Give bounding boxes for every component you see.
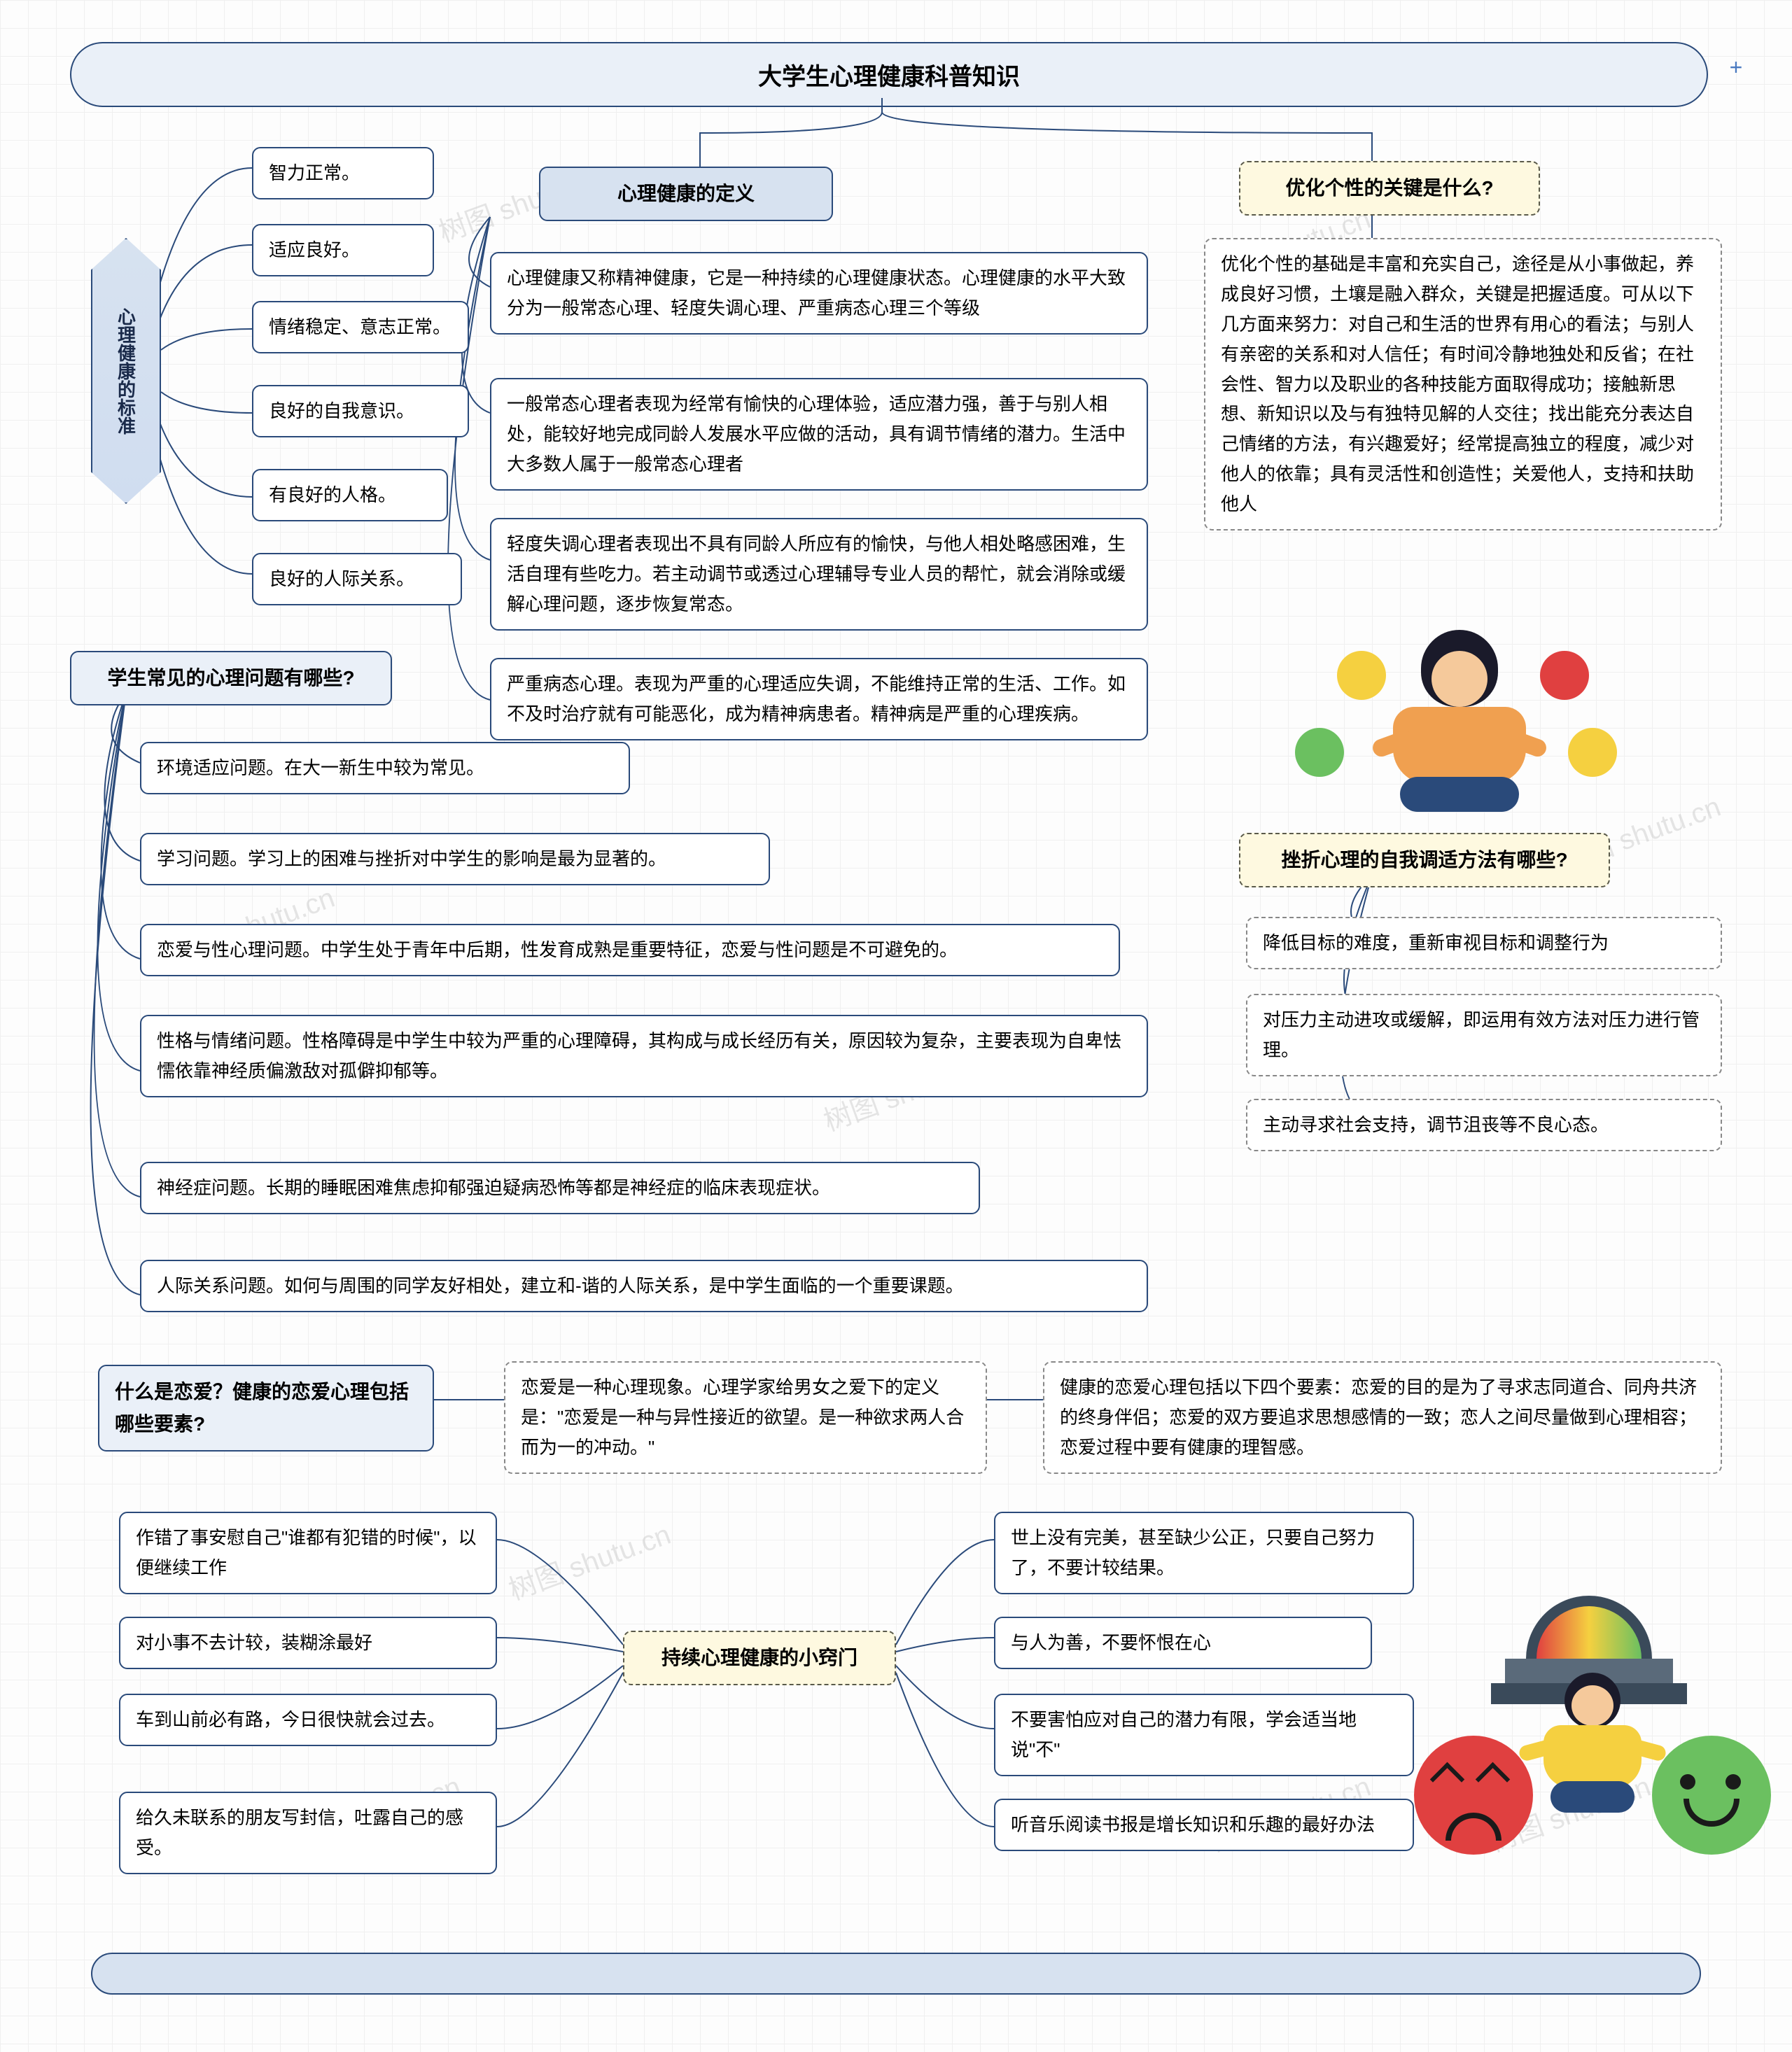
definition-para: 一般常态心理者表现为经常有愉快的心理体验，适应潜力强，善于与别人相处，能较好地完…	[490, 378, 1148, 491]
tip-left-item: 对小事不去计较，装糊涂最好	[119, 1617, 497, 1669]
definition-title-label: 心理健康的定义	[617, 183, 755, 204]
setback-title-label: 挫折心理的自我调适方法有哪些?	[1281, 849, 1567, 871]
setback-text: 主动寻求社会支持，调节沮丧等不良心态。	[1263, 1114, 1609, 1135]
standard-label: 情绪稳定、意志正常。	[269, 316, 451, 337]
optimize-body: 优化个性的基础是丰富和充实自己，途径是从小事做起，养成良好习惯，土壤是融入群众，…	[1204, 238, 1722, 530]
bench-illustration	[1414, 1568, 1764, 1876]
tip-text: 给久未联系的朋友写封信，吐露自己的感受。	[136, 1807, 463, 1858]
tip-right-item: 不要害怕应对自己的潜力有限，学会适当地说"不"	[994, 1694, 1414, 1776]
tip-text: 与人为善，不要怀恨在心	[1011, 1632, 1211, 1653]
tip-right-item: 世上没有完美，甚至缺少公正，只要自己努力了，不要计较结果。	[994, 1512, 1414, 1594]
problem-text: 性格与情绪问题。性格障碍是中学生中较为严重的心理障碍，其构成与成长经历有关，原因…	[157, 1030, 1121, 1081]
meditation-illustration	[1288, 609, 1624, 819]
tip-text: 不要害怕应对自己的潜力有限，学会适当地说"不"	[1011, 1709, 1357, 1760]
standard-item: 良好的自我意识。	[252, 385, 469, 437]
tip-text: 听音乐阅读书报是增长知识和乐趣的最好办法	[1011, 1814, 1375, 1835]
main-title: 大学生心理健康科普知识	[758, 64, 1020, 90]
definition-text: 一般常态心理者表现为经常有愉快的心理体验，适应潜力强，善于与别人相处，能较好地完…	[507, 393, 1126, 475]
setback-text: 降低目标的难度，重新审视目标和调整行为	[1263, 932, 1609, 953]
tip-right-item: 与人为善，不要怀恨在心	[994, 1617, 1372, 1669]
tip-left-item: 作错了事安慰自己"谁都有犯错的时候"，以便继续工作	[119, 1512, 497, 1594]
tip-text: 作错了事安慰自己"谁都有犯错的时候"，以便继续工作	[136, 1527, 476, 1578]
love-text: 恋爱是一种心理现象。心理学家给男女之爱下的定义是："恋爱是一种与异性接近的欲望。…	[521, 1377, 964, 1458]
setback-item: 降低目标的难度，重新审视目标和调整行为	[1246, 917, 1722, 969]
optimize-text: 优化个性的基础是丰富和充实自己，途径是从小事做起，养成良好习惯，土壤是融入群众，…	[1221, 253, 1694, 514]
setback-item: 对压力主动进攻或缓解，即运用有效方法对压力进行管理。	[1246, 994, 1722, 1076]
setback-title: 挫折心理的自我调适方法有哪些?	[1239, 833, 1610, 887]
tip-left-item: 车到山前必有路，今日很快就会过去。	[119, 1694, 497, 1746]
tips-title-label: 持续心理健康的小窍门	[662, 1647, 858, 1668]
love-text: 健康的恋爱心理包括以下四个要素：恋爱的目的是为了寻求志同道合、同舟共济的终身伴侣…	[1060, 1377, 1697, 1458]
main-title-bar: 大学生心理健康科普知识	[70, 42, 1708, 107]
optimize-title: 优化个性的关键是什么?	[1239, 161, 1540, 216]
diagram-canvas: 大学生心理健康科普知识 + 树图 shutu.cn 树图 shutu.cn 树图…	[0, 0, 1792, 2052]
problem-text: 神经症问题。长期的睡眠困难焦虑抑郁强迫疑病恐怖等都是神经症的临床表现症状。	[157, 1177, 830, 1198]
watermark: 树图 shutu.cn	[502, 1512, 676, 1608]
optimize-title-label: 优化个性的关键是什么?	[1285, 177, 1493, 199]
common-problems-label: 学生常见的心理问题有哪些?	[107, 667, 354, 689]
problem-item: 学习问题。学习上的困难与挫折对中学生的影响是最为显著的。	[140, 833, 770, 885]
love-title-label: 什么是恋爱？健康的恋爱心理包括哪些要素?	[115, 1381, 409, 1435]
tips-title: 持续心理健康的小窍门	[623, 1631, 896, 1685]
problem-text: 环境适应问题。在大一新生中较为常见。	[157, 757, 484, 778]
standards-root: 心理健康的标准	[91, 238, 161, 504]
love-body1: 恋爱是一种心理现象。心理学家给男女之爱下的定义是："恋爱是一种与异性接近的欲望。…	[504, 1361, 987, 1474]
standard-label: 智力正常。	[269, 162, 360, 183]
problem-item: 恋爱与性心理问题。中学生处于青年中后期，性发育成熟是重要特征，恋爱与性问题是不可…	[140, 924, 1120, 976]
standard-item: 适应良好。	[252, 224, 434, 276]
tip-left-item: 给久未联系的朋友写封信，吐露自己的感受。	[119, 1792, 497, 1874]
love-body2: 健康的恋爱心理包括以下四个要素：恋爱的目的是为了寻求志同道合、同舟共济的终身伴侣…	[1043, 1361, 1722, 1474]
definition-para: 轻度失调心理者表现出不具有同龄人所应有的愉快，与他人相处略感困难，生活自理有些吃…	[490, 518, 1148, 631]
standard-label: 有良好的人格。	[269, 484, 396, 505]
problem-text: 人际关系问题。如何与周围的同学友好相处，建立和-谐的人际关系，是中学生面临的一个…	[157, 1275, 964, 1296]
setback-item: 主动寻求社会支持，调节沮丧等不良心态。	[1246, 1099, 1722, 1151]
common-problems-title: 学生常见的心理问题有哪些?	[70, 651, 392, 705]
standard-item: 智力正常。	[252, 147, 434, 199]
problem-item: 神经症问题。长期的睡眠困难焦虑抑郁强迫疑病恐怖等都是神经症的临床表现症状。	[140, 1162, 980, 1214]
definition-text: 轻度失调心理者表现出不具有同龄人所应有的愉快，与他人相处略感困难，生活自理有些吃…	[507, 533, 1126, 614]
tip-text: 世上没有完美，甚至缺少公正，只要自己努力了，不要计较结果。	[1011, 1527, 1375, 1578]
standard-label: 良好的人际关系。	[269, 568, 414, 589]
problem-text: 恋爱与性心理问题。中学生处于青年中后期，性发育成熟是重要特征，恋爱与性问题是不可…	[157, 939, 958, 960]
standard-item: 有良好的人格。	[252, 469, 448, 521]
standard-item: 良好的人际关系。	[252, 553, 462, 605]
definition-para: 严重病态心理。表现为严重的心理适应失调，不能维持正常的生活、工作。如不及时治疗就…	[490, 658, 1148, 740]
footer-bar	[91, 1953, 1701, 1995]
love-title: 什么是恋爱？健康的恋爱心理包括哪些要素?	[98, 1365, 434, 1452]
tip-text: 对小事不去计较，装糊涂最好	[136, 1632, 372, 1653]
definition-text: 心理健康又称精神健康，它是一种持续的心理健康状态。心理健康的水平大致分为一般常态…	[507, 267, 1126, 318]
add-node-button[interactable]: +	[1722, 55, 1750, 83]
standard-label: 良好的自我意识。	[269, 400, 414, 421]
standards-root-label: 心理健康的标准	[113, 307, 139, 435]
definition-title: 心理健康的定义	[539, 167, 833, 221]
problem-text: 学习问题。学习上的困难与挫折对中学生的影响是最为显著的。	[157, 848, 666, 869]
setback-text: 对压力主动进攻或缓解，即运用有效方法对压力进行管理。	[1263, 1009, 1700, 1060]
tip-right-item: 听音乐阅读书报是增长知识和乐趣的最好办法	[994, 1799, 1414, 1851]
definition-para: 心理健康又称精神健康，它是一种持续的心理健康状态。心理健康的水平大致分为一般常态…	[490, 252, 1148, 335]
problem-item: 环境适应问题。在大一新生中较为常见。	[140, 742, 630, 794]
standard-label: 适应良好。	[269, 239, 360, 260]
problem-item: 性格与情绪问题。性格障碍是中学生中较为严重的心理障碍，其构成与成长经历有关，原因…	[140, 1015, 1148, 1097]
problem-item: 人际关系问题。如何与周围的同学友好相处，建立和-谐的人际关系，是中学生面临的一个…	[140, 1260, 1148, 1312]
standard-item: 情绪稳定、意志正常。	[252, 301, 469, 353]
definition-text: 严重病态心理。表现为严重的心理适应失调，不能维持正常的生活、工作。如不及时治疗就…	[507, 673, 1126, 724]
tip-text: 车到山前必有路，今日很快就会过去。	[136, 1709, 445, 1730]
